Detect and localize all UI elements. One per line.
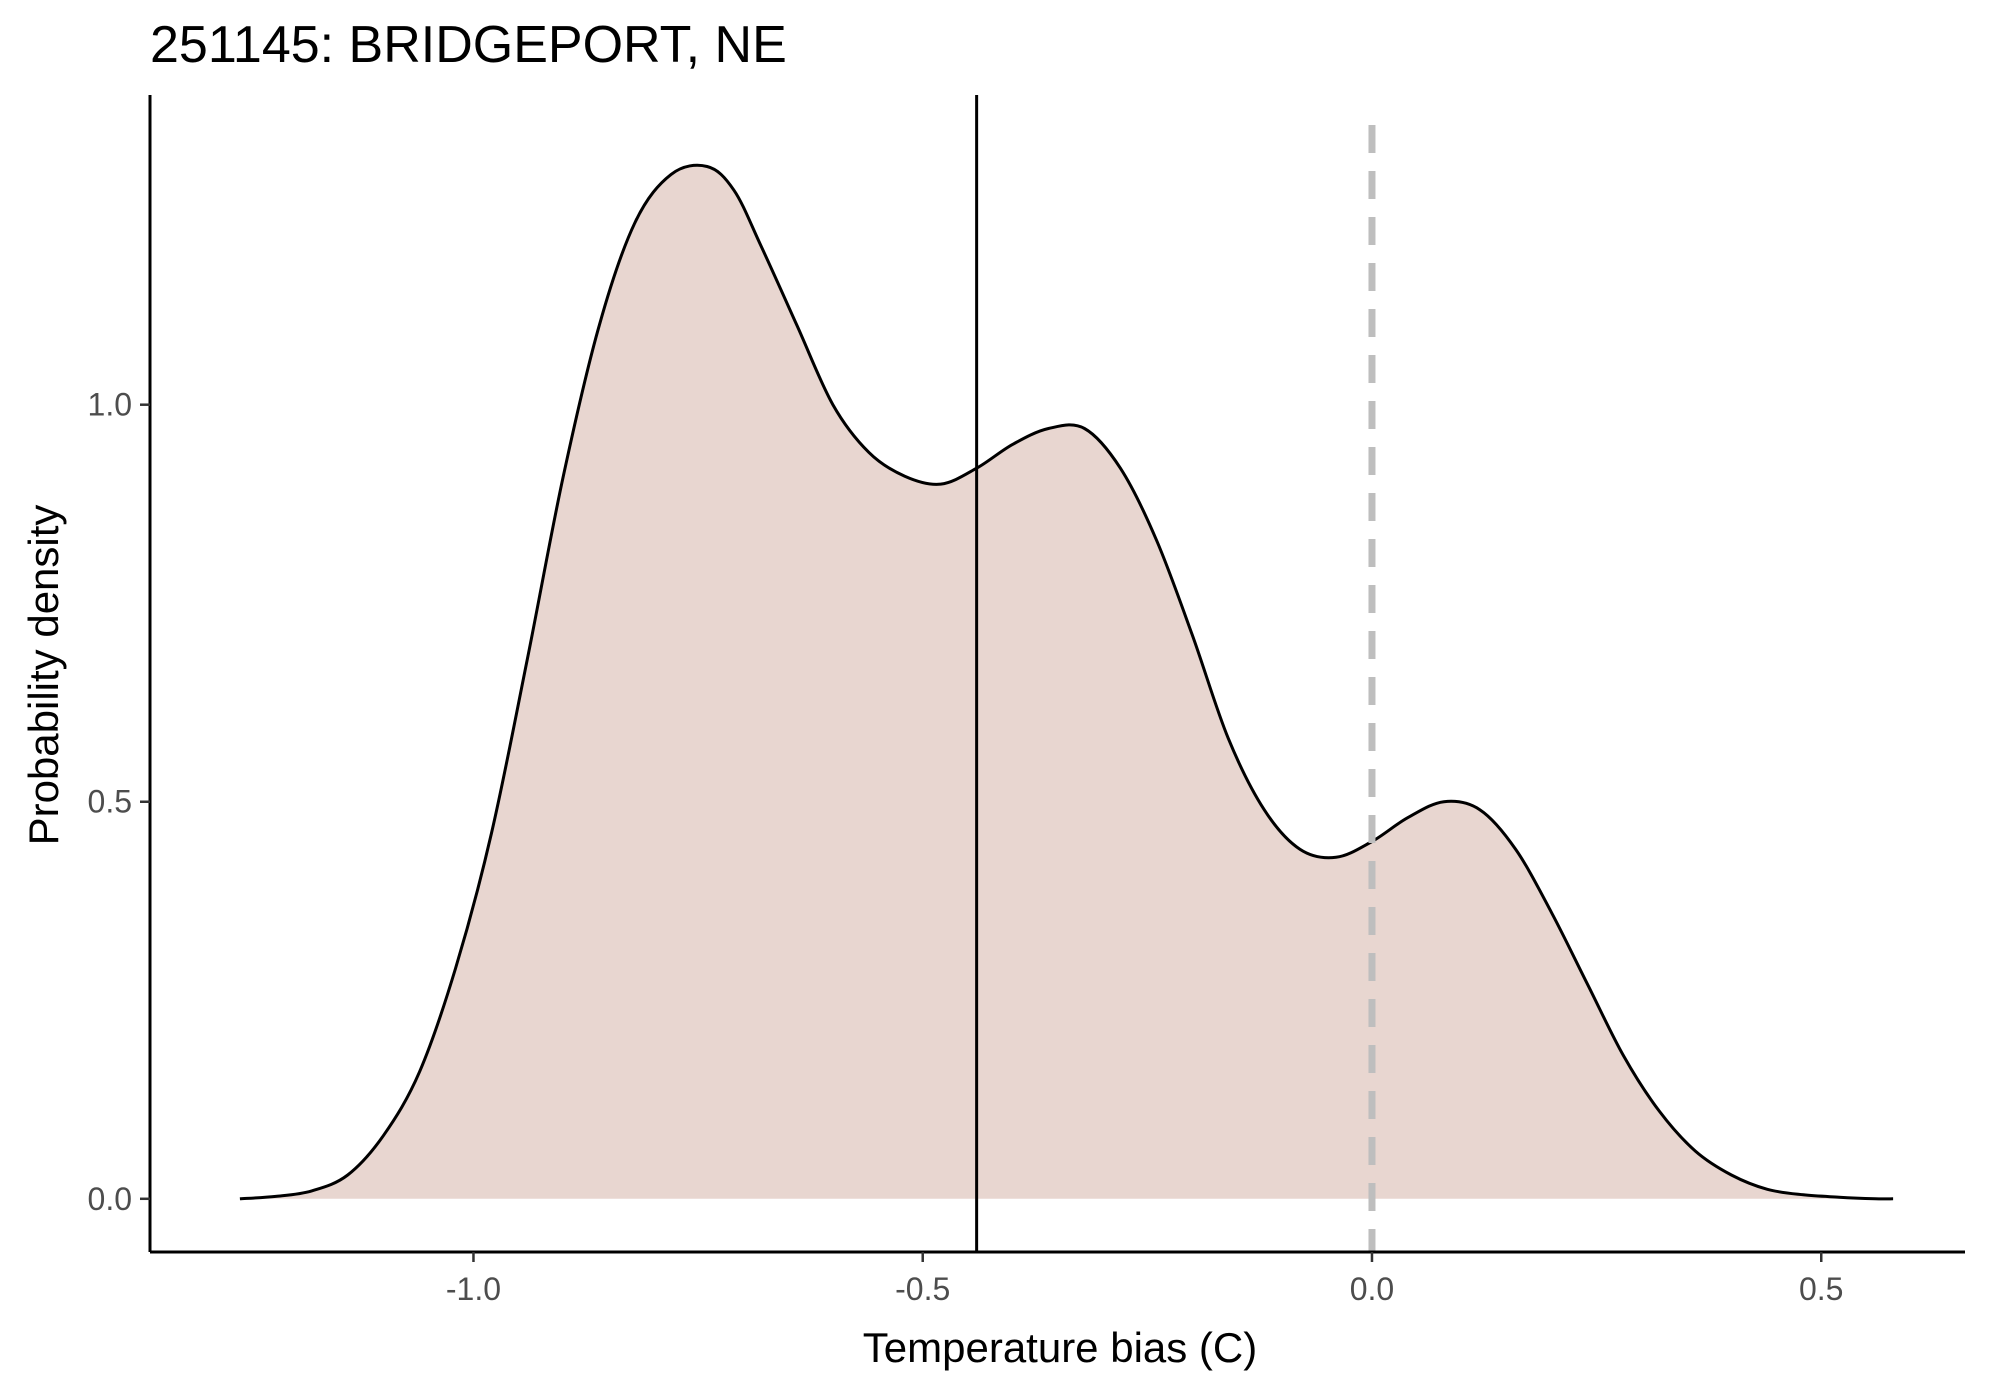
y-axis-ticks: 0.0 0.5 1.0 <box>88 387 150 1217</box>
x-tick-label: -1.0 <box>446 1271 501 1307</box>
x-tick-label: -0.5 <box>895 1271 950 1307</box>
x-axis-title: Temperature bias (C) <box>863 1324 1257 1371</box>
y-tick-label: 1.0 <box>88 387 132 423</box>
chart-title: 251145: BRIDGEPORT, NE <box>150 16 787 74</box>
x-axis-ticks: -1.0 -0.5 0.0 0.5 <box>446 1252 1843 1307</box>
density-area <box>239 165 1894 1199</box>
x-tick-label: 0.5 <box>1799 1271 1843 1307</box>
y-tick-label: 0.0 <box>88 1181 132 1217</box>
y-tick-label: 0.5 <box>88 784 132 820</box>
plot-area <box>239 95 1894 1252</box>
y-axis-title: Probability density <box>20 505 67 846</box>
density-curve <box>239 163 1894 1201</box>
x-tick-label: 0.0 <box>1350 1271 1394 1307</box>
